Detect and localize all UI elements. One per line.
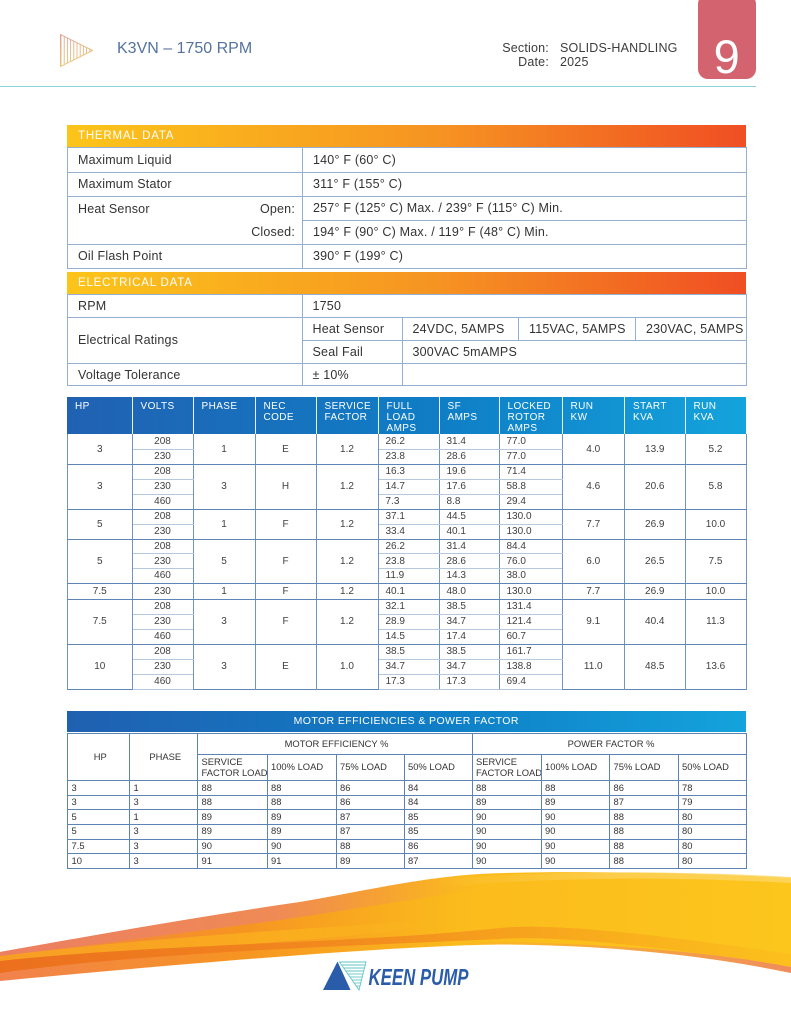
svg-text:KEEN PUMP: KEEN PUMP [369,964,469,990]
